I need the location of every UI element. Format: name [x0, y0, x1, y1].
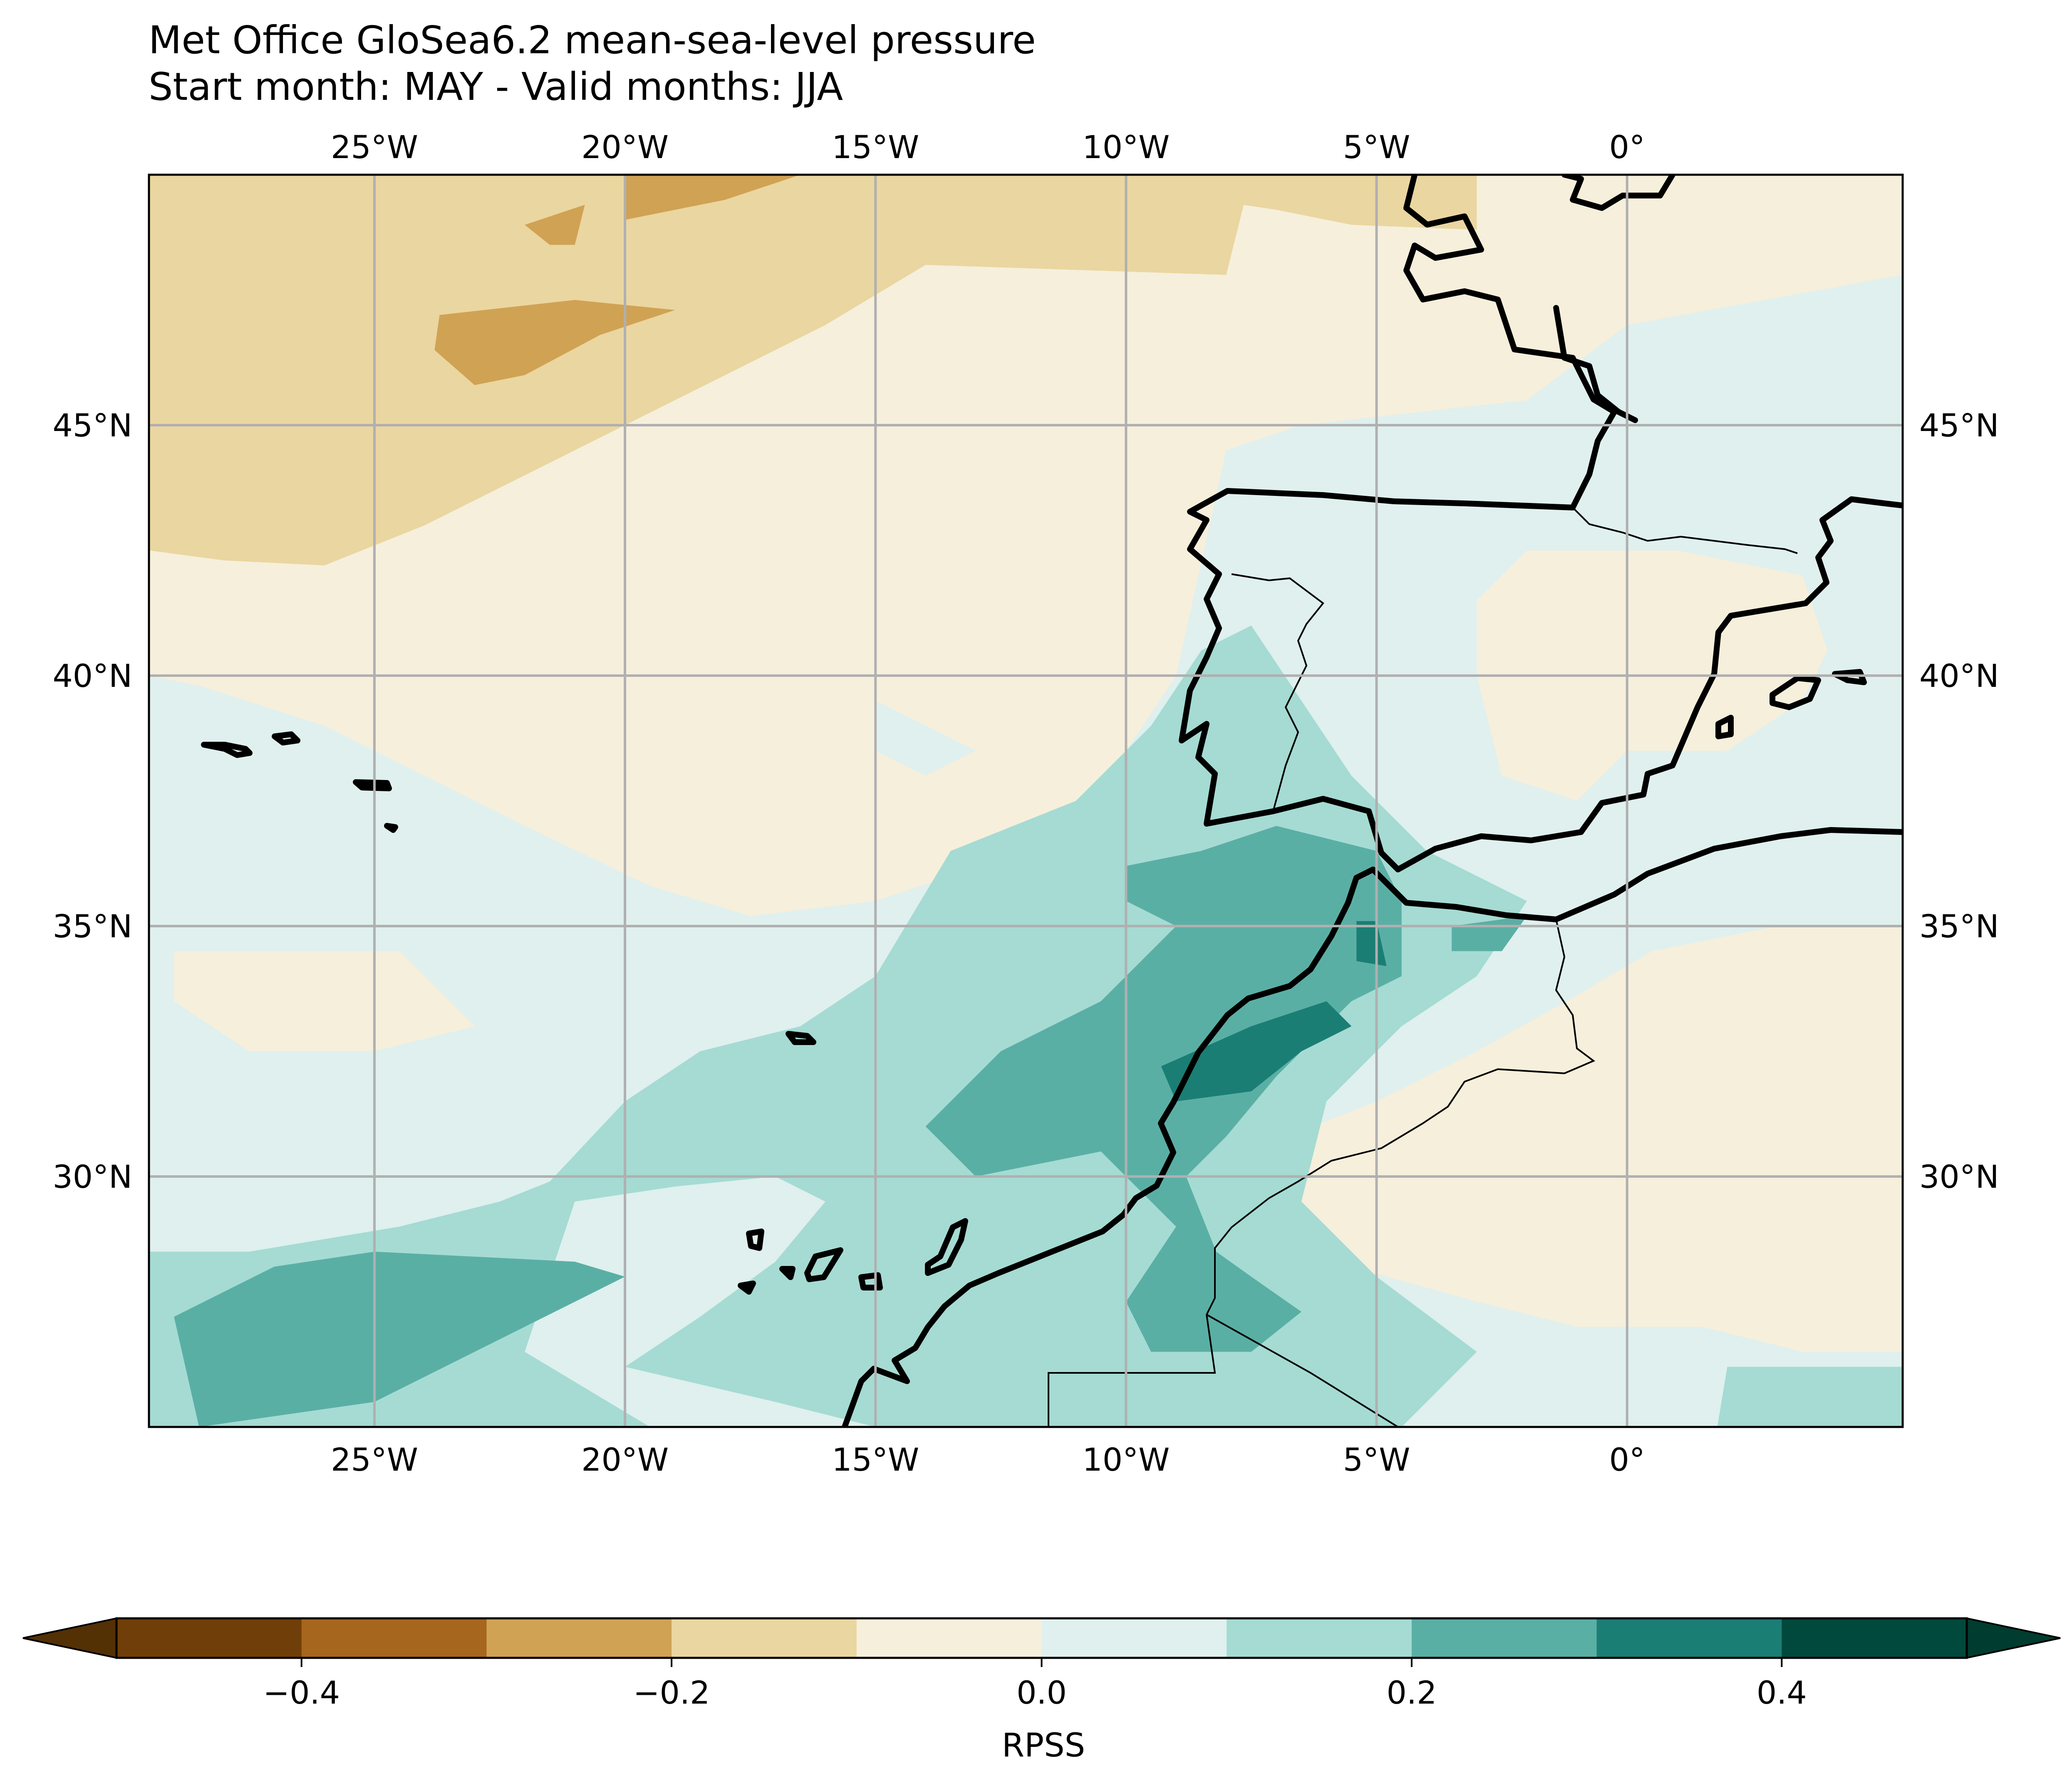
- rpss-region-21: [1356, 921, 1387, 966]
- gridlines: [149, 175, 1903, 1427]
- colorbar-segment-0: [116, 1618, 302, 1658]
- colorbar-tick-label-1: −0.2: [633, 1674, 710, 1711]
- rpss-region-18: [925, 826, 1402, 1352]
- rpss-region-7: [525, 205, 585, 245]
- lon-tick-bottom-1: 20°W: [581, 1441, 669, 1478]
- colorbar-segment-7: [1411, 1618, 1597, 1658]
- lon-tick-top-1: 20°W: [581, 129, 669, 166]
- rpss-region-11: [174, 951, 475, 1051]
- island-azores-2: [272, 731, 300, 746]
- lon-tick-bottom-5: 0°: [1609, 1441, 1645, 1478]
- rpss-region-15: [525, 1177, 876, 1427]
- rpss-region-1: [1131, 175, 1477, 230]
- coastline-biscay: [1553, 305, 1638, 423]
- rpss-region-20: [1161, 1001, 1352, 1102]
- colorbar-over-arrow: [1966, 1617, 2061, 1659]
- island-canary-6: [925, 1218, 968, 1276]
- island-azores-3: [353, 779, 392, 791]
- colorbar-segment-1: [301, 1618, 487, 1658]
- lon-tick-bottom-0: 25°W: [331, 1441, 418, 1478]
- colorbar-tick-label-4: 0.4: [1757, 1674, 1807, 1711]
- map-title-line1: Met Office GloSea6.2 mean-sea-level pres…: [149, 18, 1036, 62]
- map-frame: [148, 173, 1904, 1428]
- colorbar-segment-2: [486, 1618, 672, 1658]
- latitude-tick-labels: 45°N 45°N 40°N 40°N 35°N 35°N 30°N 30°N: [52, 407, 1999, 1195]
- colorbar-segment-9: [1782, 1618, 1967, 1658]
- colorbar-tick-label-0: −0.4: [263, 1674, 340, 1711]
- border-france-spain: [1572, 507, 1798, 554]
- longitude-tick-labels: 25°W 25°W 20°W 20°W 15°W 15°W 10°W 10°W 5°W 5°W 0°…: [331, 129, 1645, 1478]
- colorbar-segments: [116, 1618, 1967, 1658]
- map-area: 25°W 25°W 20°W 20°W 15°W 15°W 10°W 10°W 5°W 5°W 0°…: [52, 129, 1999, 1478]
- coastline-france: [1561, 175, 1675, 211]
- rpss-region-12: [1176, 926, 1903, 1352]
- lon-tick-bottom-3: 10°W: [1082, 1441, 1170, 1478]
- lon-tick-bottom-4: 5°W: [1343, 1441, 1410, 1478]
- border-western-sahara: [1048, 1314, 1216, 1427]
- lat-tick-left-0: 45°N: [52, 407, 132, 444]
- island-madeira: [786, 1031, 816, 1045]
- rpss-region-17: [174, 1251, 625, 1427]
- colorbar: −0.4 −0.2 0.0 0.2 0.4 RPSS: [22, 1617, 2061, 1764]
- lon-tick-top-3: 10°W: [1082, 129, 1170, 166]
- colorbar-segment-4: [856, 1618, 1042, 1658]
- coastlines: [201, 175, 1903, 1427]
- island-balearic-2: [1770, 675, 1821, 710]
- colorbar-under-arrow: [22, 1617, 117, 1659]
- rpss-region-5: [434, 300, 675, 385]
- coastline-europe: [1179, 175, 1903, 872]
- border-algeria-mauritania: [1206, 1314, 1399, 1427]
- colorbar-tick-label-3: 0.2: [1386, 1674, 1437, 1711]
- rpss-contour-regions: [149, 175, 1903, 1427]
- colorbar-tick-label-2: 0.0: [1016, 1674, 1067, 1711]
- rpss-region-6: [625, 175, 801, 220]
- border-morocco-algeria: [1206, 919, 1595, 1315]
- colorbar-ticks: −0.4 −0.2 0.0 0.2 0.4: [263, 1658, 1807, 1711]
- island-azores-1: [201, 742, 253, 758]
- lat-tick-right-3: 30°N: [1919, 1158, 1999, 1195]
- island-canary-5: [858, 1272, 883, 1291]
- island-azores-4: [384, 823, 398, 833]
- map-title-line2: Start month: MAY - Valid months: JJA: [149, 64, 843, 109]
- lon-tick-bottom-2: 15°W: [832, 1441, 919, 1478]
- coastline-africa: [842, 827, 1903, 1427]
- island-canary-1: [746, 1229, 764, 1251]
- rpss-region-19: [1452, 916, 1527, 951]
- lon-tick-top-0: 25°W: [331, 129, 418, 166]
- border-spain-portugal: [1231, 573, 1324, 812]
- rpss-region-10: [875, 701, 976, 776]
- island-balearic-1: [1715, 715, 1734, 739]
- island-canary-2: [738, 1281, 756, 1295]
- colorbar-label: RPSS: [1002, 1727, 1085, 1764]
- rpss-region-16: [1717, 1367, 1903, 1427]
- colorbar-segment-6: [1227, 1618, 1412, 1658]
- lat-tick-left-3: 30°N: [52, 1158, 132, 1195]
- lon-tick-top-5: 0°: [1609, 129, 1645, 166]
- lon-tick-top-4: 5°W: [1343, 129, 1410, 166]
- colorbar-segment-3: [672, 1618, 857, 1658]
- rpss-region-0: [149, 175, 1252, 566]
- lat-tick-right-1: 40°N: [1919, 657, 1999, 694]
- island-canary-3: [779, 1266, 796, 1280]
- colorbar-segment-5: [1041, 1618, 1227, 1658]
- lat-tick-right-0: 45°N: [1919, 407, 1999, 444]
- lon-tick-top-2: 15°W: [832, 129, 919, 166]
- island-balearic-3: [1832, 669, 1867, 685]
- lat-tick-left-1: 40°N: [52, 657, 132, 694]
- lat-tick-left-2: 35°N: [52, 908, 132, 945]
- lat-tick-right-2: 35°N: [1919, 908, 1999, 945]
- colorbar-segment-8: [1596, 1618, 1782, 1658]
- island-canary-4: [804, 1247, 843, 1282]
